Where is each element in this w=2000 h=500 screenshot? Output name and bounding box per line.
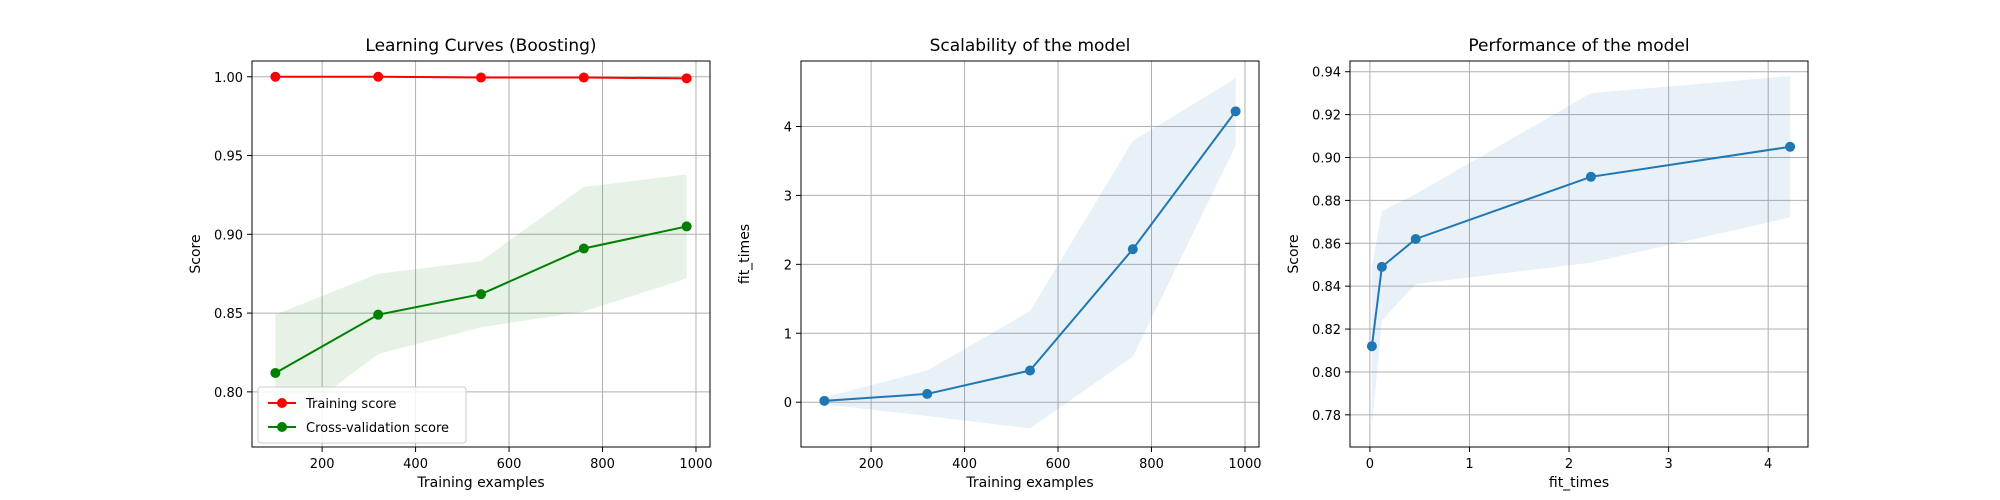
data-point (1366, 341, 1377, 352)
legend-swatch-marker (277, 398, 287, 408)
data-point (922, 388, 933, 399)
data-point (1585, 171, 1596, 182)
legend-label: Training score (305, 397, 396, 412)
y-tick-label: 0.90 (1312, 152, 1341, 167)
data-point (270, 367, 281, 378)
chart-title: Scalability of the model (930, 36, 1131, 56)
data-point (476, 289, 486, 300)
x-tick-label: 4 (1764, 457, 1772, 472)
y-tick-label: 0.90 (214, 228, 243, 243)
legend-box (257, 386, 467, 444)
data-point (681, 73, 692, 84)
legend: Training score Cross-validation score (257, 386, 467, 444)
x-tick-label: 600 (1046, 457, 1071, 472)
x-tick-label: 3 (1664, 457, 1672, 472)
chart-title: Performance of the model (1468, 36, 1689, 56)
y-tick-label: 0.86 (1312, 237, 1341, 252)
data-point (373, 71, 384, 82)
data-point (1410, 233, 1421, 244)
x-tick-label: 0 (1366, 457, 1374, 472)
data-point (270, 71, 281, 82)
x-tick-label: 800 (590, 457, 615, 472)
data-point (1127, 244, 1138, 255)
y-tick-label: 0.92 (1312, 109, 1341, 124)
x-tick-label: 800 (1139, 457, 1164, 472)
x-tick-label: 2 (1565, 457, 1573, 472)
chart-panel-1: 200 400 600 800 1000 0.80 0.85 0.90 0.95 1.00 Lear… (188, 36, 713, 491)
y-tick-label: 0 (784, 396, 792, 411)
plot-area (801, 61, 1259, 447)
plot-frame (1349, 60, 1809, 448)
x-tick-label: 400 (403, 457, 428, 472)
y-tick-label: 0.94 (1312, 66, 1341, 81)
data-point (578, 72, 589, 83)
legend-swatch-marker (277, 422, 287, 432)
plot-frame (800, 60, 1260, 448)
chart-panel-3: 0 1 2 3 4 0.78 0.80 0.82 0.84 0.86 0.88 0.90 0.92 0.9… (1286, 36, 1809, 491)
y-tick-label: 0.84 (1312, 280, 1341, 295)
x-axis-label: Training examples (416, 475, 544, 491)
y-tick-label: 0.88 (1312, 194, 1341, 209)
y-tick-label: 1.00 (214, 71, 243, 86)
y-tick-label: 0.80 (214, 386, 243, 401)
x-axis-label: fit_times (1549, 475, 1609, 491)
x-tick-label: 200 (310, 457, 335, 472)
y-tick-label: 4 (784, 120, 792, 135)
y-tick-label: 0.95 (214, 150, 243, 165)
y-tick-label: 3 (784, 189, 792, 204)
y-tick-label: 0.78 (1312, 409, 1341, 424)
data-point (819, 395, 830, 406)
y-tick-label: 2 (784, 258, 792, 273)
data-point (1230, 106, 1241, 117)
plot-frame (251, 60, 711, 448)
data-point (681, 221, 692, 232)
x-tick-label: 1 (1465, 457, 1473, 472)
chart-title: Learning Curves (Boosting) (365, 36, 596, 56)
x-tick-label: 1000 (679, 457, 712, 472)
legend-label: Cross-validation score (306, 421, 449, 436)
x-axis-label: Training examples (965, 475, 1093, 491)
data-point (476, 72, 486, 83)
data-point (1025, 365, 1035, 376)
data-point (373, 309, 384, 320)
y-tick-label: 0.85 (214, 307, 243, 322)
y-axis-label: fit_times (737, 224, 753, 284)
x-tick-label: 400 (952, 457, 977, 472)
data-point (1376, 261, 1387, 272)
x-tick-label: 600 (497, 457, 522, 472)
confidence-band-2 (275, 174, 687, 432)
data-point (578, 243, 589, 254)
y-tick-label: 0.80 (1312, 366, 1341, 381)
x-tick-label: 200 (859, 457, 884, 472)
y-axis-label: Score (188, 234, 204, 273)
data-point (1785, 141, 1796, 152)
x-tick-label: 1000 (1228, 457, 1261, 472)
y-axis-label: Score (1286, 234, 1302, 273)
confidence-band-1 (824, 78, 1236, 429)
plot-area (1350, 61, 1808, 447)
plot-area (252, 61, 710, 447)
y-tick-label: 0.82 (1312, 323, 1341, 338)
y-tick-label: 1 (784, 327, 792, 342)
chart-panel-2: 200 400 600 800 1000 0 1 2 3 4 Scalability of the … (737, 36, 1262, 491)
